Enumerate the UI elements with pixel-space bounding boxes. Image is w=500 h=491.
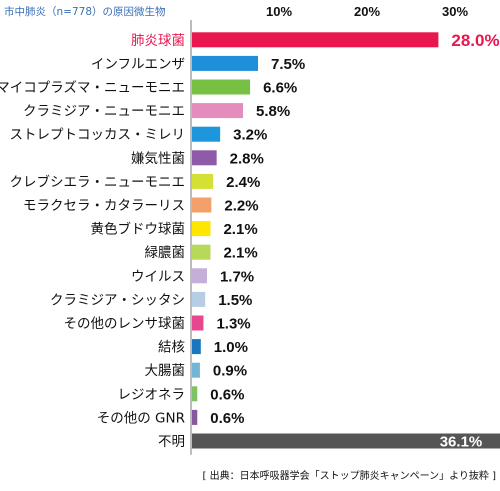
- category-label: ウイルス: [131, 269, 185, 285]
- value-label: 1.5%: [218, 292, 252, 309]
- category-label: レジオネラ: [118, 387, 186, 403]
- category-label: マイコプラズマ・ニューモニエ: [0, 80, 185, 96]
- chart-source: [ 出典：日本呼吸器学会「ストップ肺炎キャンペーン」より抜粋 ]: [203, 469, 497, 482]
- category-label: 大腸菌: [145, 363, 186, 379]
- value-label: 7.5%: [271, 56, 305, 73]
- value-label: 0.6%: [210, 410, 244, 427]
- chart-caption: 市中肺炎（n=778）の原因微生物: [4, 5, 166, 18]
- category-label: 黄色ブドウ球菌: [91, 221, 186, 238]
- bar: [192, 79, 251, 95]
- bar: [192, 268, 207, 284]
- category-label: モラクセラ・カタラーリス: [23, 198, 185, 214]
- value-label: 36.1%: [440, 434, 483, 451]
- bar: [192, 197, 212, 213]
- bar: [192, 103, 244, 119]
- value-label: 6.6%: [263, 80, 297, 97]
- value-label: 3.2%: [233, 127, 267, 144]
- bar: [192, 362, 200, 378]
- bar: [192, 173, 214, 189]
- bar: [192, 291, 206, 307]
- value-label: 2.1%: [223, 221, 257, 238]
- value-label: 5.8%: [256, 103, 290, 120]
- bar-rows: 肺炎球菌 28.0% インフルエンザ 7.5% マイコプラズマ・ニューモニエ 6.6% クラ…: [0, 31, 500, 451]
- category-label: 緑膿菌: [145, 245, 186, 261]
- x-tick-label: 30%: [442, 4, 468, 19]
- value-label: 2.2%: [224, 198, 258, 215]
- category-label: その他のレンサ球菌: [64, 316, 186, 332]
- bar: [192, 339, 201, 355]
- category-label: インフルエンザ: [91, 56, 185, 72]
- category-label: クレブシエラ・ニューモニエ: [10, 173, 186, 190]
- category-label: クラミジア・ニューモニエ: [23, 104, 185, 120]
- value-label: 2.8%: [230, 150, 264, 167]
- value-label: 0.9%: [213, 363, 247, 380]
- value-label: 1.0%: [214, 339, 248, 356]
- category-label: その他の GNR: [97, 410, 185, 426]
- value-label: 1.3%: [216, 316, 250, 333]
- value-label: 28.0%: [451, 31, 499, 50]
- bar: [192, 315, 204, 331]
- category-label: 結核: [158, 340, 185, 356]
- category-label: ストレプトコッカス・ミレリ: [10, 127, 186, 143]
- category-label: 不明: [158, 434, 185, 450]
- bar: [192, 221, 211, 237]
- category-label: クラミジア・シッタシ: [50, 292, 185, 308]
- bar: [192, 244, 211, 260]
- bar: [192, 433, 500, 449]
- value-label: 0.6%: [210, 386, 244, 403]
- bar: [192, 32, 439, 48]
- bar: [192, 150, 217, 166]
- bar: [192, 409, 198, 425]
- x-axis-ticks: 10% 20% 30%: [266, 4, 468, 19]
- category-label: 嫌気性菌: [131, 151, 185, 167]
- category-label: 肺炎球菌: [131, 33, 185, 49]
- bar: [192, 386, 198, 402]
- value-label: 2.4%: [226, 174, 260, 191]
- value-label: 1.7%: [220, 268, 254, 285]
- x-tick-label: 10%: [266, 4, 292, 19]
- bar: [192, 55, 258, 71]
- value-label: 2.1%: [223, 245, 257, 262]
- x-tick-label: 20%: [354, 4, 380, 19]
- bar: [192, 126, 221, 142]
